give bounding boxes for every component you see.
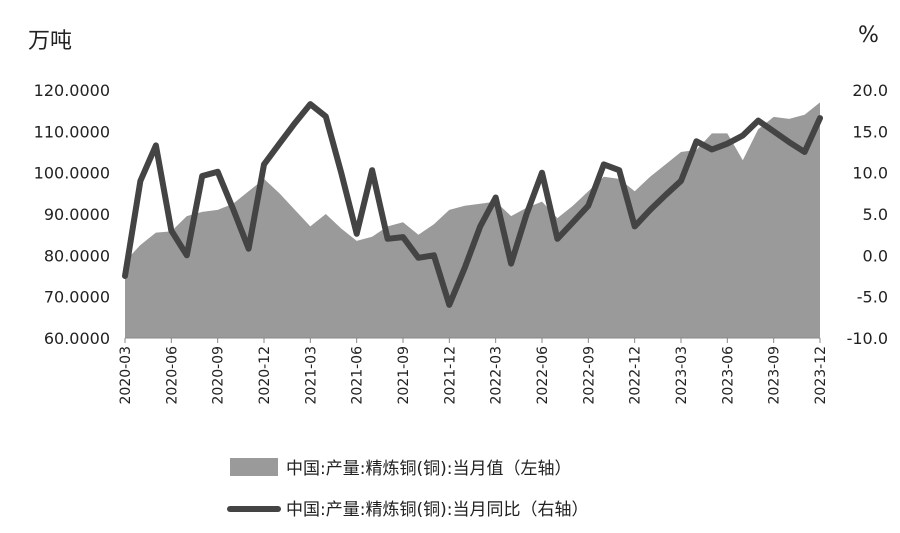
right-tick-label: 20.0	[852, 81, 888, 100]
x-tick-label: 2020-09	[211, 346, 227, 405]
left-axis-ticks: 60.0000 70.0000 80.0000 90.0000 100.0000 110.…	[34, 81, 110, 348]
x-tick-label: 2022-09	[581, 346, 597, 405]
x-tick-label: 2023-12	[813, 346, 829, 405]
production-area-series	[125, 102, 820, 339]
yoy-line-series	[122, 101, 823, 308]
x-tick-label: 2023-09	[767, 346, 783, 405]
right-axis-ticks: -10.0 -5.0 0.0 5.0 10.0 15.0 20.0	[847, 81, 888, 348]
x-tick-label: 2022-12	[628, 346, 644, 405]
x-tick-label: 2021-09	[396, 346, 412, 405]
legend-label-area: 中国:产量:精炼铜(铜):当月值（左轴）	[286, 459, 571, 479]
right-tick-label: -5.0	[857, 288, 888, 307]
left-tick-label: 80.0000	[44, 246, 110, 265]
left-tick-label: 90.0000	[44, 205, 110, 224]
legend: 中国:产量:精炼铜(铜):当月值（左轴） 中国:产量:精炼铜(铜):当月同比（右…	[227, 458, 588, 520]
left-tick-label: 110.0000	[34, 122, 110, 141]
x-tick-label: 2020-03	[118, 346, 134, 405]
right-tick-label: 10.0	[852, 164, 888, 183]
left-tick-label: 100.0000	[34, 164, 110, 183]
right-tick-label: 0.0	[863, 246, 888, 265]
x-tick-label: 2023-03	[674, 346, 690, 405]
x-tick-label: 2021-06	[350, 346, 366, 405]
left-axis-unit: 万吨	[28, 29, 72, 54]
x-tick-label: 2021-03	[303, 346, 319, 405]
left-tick-label: 120.0000	[34, 81, 110, 100]
x-tick-label: 2020-06	[164, 346, 180, 405]
x-tick-label: 2023-06	[720, 346, 736, 405]
x-tick-label: 2020-12	[257, 346, 273, 405]
x-tick-label: 2022-06	[535, 346, 551, 405]
legend-label-line: 中国:产量:精炼铜(铜):当月同比（右轴）	[286, 500, 588, 520]
left-tick-label: 60.0000	[44, 329, 110, 348]
legend-swatch-area	[230, 458, 278, 476]
right-tick-label: 5.0	[863, 205, 888, 224]
right-axis-unit: %	[858, 23, 879, 48]
x-tick-label: 2022-03	[489, 346, 505, 405]
left-tick-label: 70.0000	[44, 288, 110, 307]
x-tick-label: 2021-12	[442, 346, 458, 405]
plot-area	[122, 101, 823, 339]
right-tick-label: -10.0	[847, 329, 888, 348]
right-tick-label: 15.0	[852, 122, 888, 141]
x-axis-ticks: 2020-03 2020-06 2020-09 2020-12 2021-03 2021-…	[118, 338, 829, 405]
